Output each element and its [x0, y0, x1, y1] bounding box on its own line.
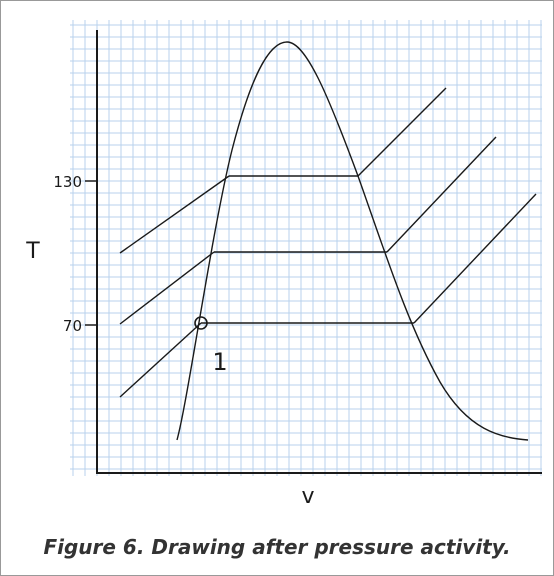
- caption: Figure 6. Drawing after pressure activit…: [43, 535, 510, 559]
- point-label: 1: [212, 348, 227, 376]
- saturation-dome: [176, 41, 529, 441]
- y-tick-label: 70: [63, 317, 82, 335]
- isobar: [386, 136, 497, 253]
- isobar: [119, 251, 215, 325]
- y-tick-label: 130: [53, 173, 82, 191]
- isobar: [413, 193, 537, 324]
- state-point: [194, 316, 208, 330]
- grid: [70, 20, 542, 476]
- isobar: [357, 87, 447, 177]
- x-axis-label: v: [301, 484, 314, 509]
- isobar: [119, 175, 230, 254]
- y-axis-label: T: [25, 239, 40, 264]
- isobar: [119, 322, 202, 398]
